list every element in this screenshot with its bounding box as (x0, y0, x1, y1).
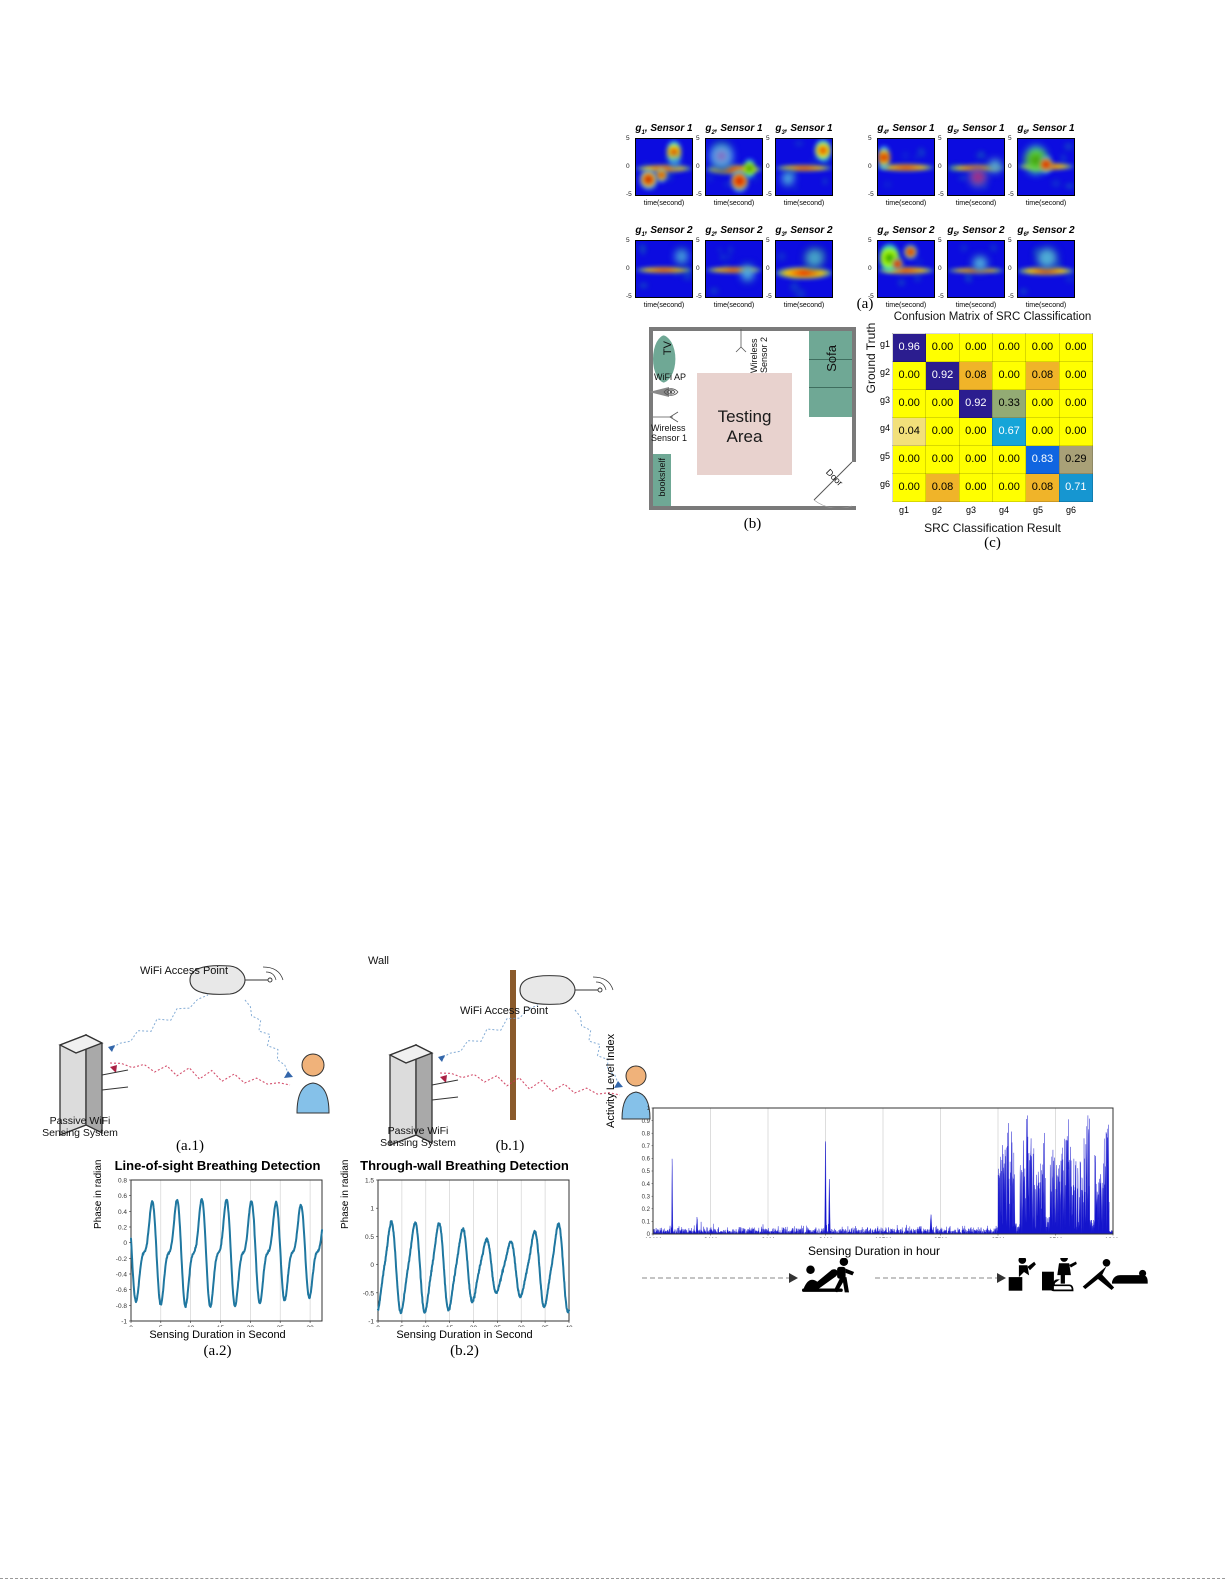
svg-text:-1: -1 (121, 1319, 127, 1326)
svg-text:0.5: 0.5 (365, 1234, 374, 1241)
svg-text:-0.6: -0.6 (116, 1287, 128, 1294)
svg-text:10: 10 (422, 1325, 430, 1327)
svg-text:0: 0 (123, 1240, 127, 1247)
svg-text:0.4: 0.4 (118, 1209, 127, 1216)
svg-text:30: 30 (518, 1325, 526, 1327)
svg-text:0.1: 0.1 (642, 1220, 651, 1226)
svg-text:0.2: 0.2 (118, 1225, 127, 1232)
svg-text:0.3: 0.3 (642, 1194, 651, 1200)
svg-text:5: 5 (159, 1325, 163, 1327)
svg-text:35: 35 (541, 1325, 549, 1327)
svg-text:1: 1 (370, 1206, 374, 1213)
svg-text:9PM: 9PM (1049, 1237, 1062, 1238)
svg-text:15: 15 (446, 1325, 454, 1327)
svg-text:0.2: 0.2 (642, 1207, 651, 1213)
svg-text:-0.5: -0.5 (363, 1290, 375, 1297)
svg-text:10: 10 (187, 1325, 195, 1327)
svg-text:0.8: 0.8 (642, 1131, 651, 1137)
svg-text:-0.4: -0.4 (116, 1272, 128, 1279)
svg-text:0.9: 0.9 (642, 1119, 651, 1125)
svg-text:0.7: 0.7 (642, 1144, 651, 1150)
svg-text:-1: -1 (368, 1319, 374, 1326)
svg-text:25: 25 (494, 1325, 502, 1327)
svg-text:12AM: 12AM (645, 1237, 661, 1238)
svg-text:0: 0 (129, 1325, 133, 1327)
svg-text:1: 1 (647, 1106, 651, 1112)
svg-text:3AM: 3AM (704, 1237, 717, 1238)
svg-text:0: 0 (370, 1262, 374, 1269)
svg-text:0.6: 0.6 (118, 1193, 127, 1200)
svg-text:12AM: 12AM (1105, 1237, 1119, 1238)
svg-text:5: 5 (400, 1325, 404, 1327)
svg-text:-0.2: -0.2 (116, 1256, 128, 1263)
svg-text:12PM: 12PM (875, 1237, 891, 1238)
svg-text:9AM: 9AM (819, 1237, 832, 1238)
svg-text:30: 30 (306, 1325, 314, 1327)
svg-text:0: 0 (376, 1325, 380, 1327)
svg-text:3PM: 3PM (934, 1237, 947, 1238)
svg-text:1.5: 1.5 (365, 1178, 374, 1185)
svg-text:0.4: 0.4 (642, 1182, 651, 1188)
svg-text:20: 20 (247, 1325, 255, 1327)
svg-text:15: 15 (217, 1325, 225, 1327)
svg-text:20: 20 (470, 1325, 478, 1327)
svg-text:0.5: 0.5 (642, 1169, 651, 1175)
svg-text:6AM: 6AM (762, 1237, 775, 1238)
svg-text:-0.8: -0.8 (116, 1303, 128, 1310)
svg-text:6PM: 6PM (992, 1237, 1005, 1238)
svg-text:25: 25 (277, 1325, 285, 1327)
svg-text:40: 40 (565, 1325, 573, 1327)
svg-text:0.6: 0.6 (642, 1157, 651, 1163)
svg-text:0.8: 0.8 (118, 1178, 127, 1185)
